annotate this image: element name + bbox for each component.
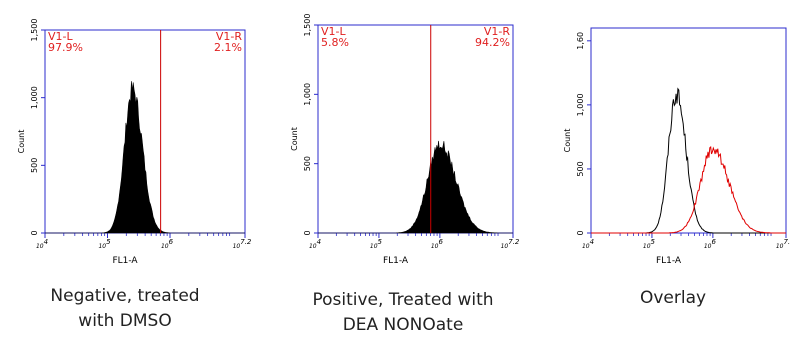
x-tick-label: 107.2 bbox=[233, 238, 252, 250]
gate-left-name: V1-L bbox=[321, 25, 346, 38]
panel-positive: 0 500 1,000 1,500 Count 104 105 106 107.2 FL1-A V1… bbox=[273, 0, 523, 337]
histogram-chart-overlay: 0 500 1,000 1,60 Count 104 105 106 107. FL1-A bbox=[563, 27, 790, 266]
x-tick-label: 104 bbox=[36, 238, 48, 250]
x-tick-label: 104 bbox=[582, 238, 594, 250]
y-tick-label: 0 bbox=[30, 230, 39, 235]
gate-left-name: V1-L bbox=[48, 30, 73, 43]
x-axis-label: FL1-A bbox=[656, 256, 682, 266]
plot-frame bbox=[590, 27, 787, 234]
y-axis-label: Count bbox=[290, 127, 299, 151]
caption-line-1: Negative, treated bbox=[50, 286, 200, 306]
x-tick-label: 107. bbox=[776, 238, 790, 250]
caption-line-2: DEA NONOate bbox=[342, 315, 464, 335]
histogram-series bbox=[318, 140, 513, 234]
y-tick-label: 500 bbox=[30, 158, 39, 173]
gate-right-name: V1-R bbox=[484, 25, 510, 38]
y-tick-label: 500 bbox=[576, 161, 585, 176]
y-tick-label: 1,000 bbox=[30, 86, 39, 109]
x-tick-label: 105 bbox=[643, 238, 656, 250]
y-axis-label: Count bbox=[563, 129, 572, 153]
caption-line-1: Positive, Treated with bbox=[312, 290, 494, 310]
y-tick-label: 0 bbox=[303, 230, 312, 235]
panel-overlay: 0 500 1,000 1,60 Count 104 105 106 107. FL1-A Ove… bbox=[546, 0, 796, 337]
caption-negative: Negative, treated with DMSO bbox=[0, 284, 250, 334]
histogram-chart-negative: 0 500 1,000 1,500 Count 104 105 106 107.2 FL1-A V1… bbox=[17, 19, 252, 266]
panel-negative: 0 500 1,000 1,500 Count 104 105 106 107.2 FL1-A V1… bbox=[0, 0, 252, 337]
histogram-series bbox=[591, 87, 786, 234]
caption-positive: Positive, Treated with DEA NONOate bbox=[278, 288, 528, 338]
plot-frame bbox=[317, 24, 514, 234]
caption-line-1: Overlay bbox=[639, 288, 707, 308]
histogram-chart-positive: 0 500 1,000 1,500 Count 104 105 106 107.2 FL1-A V1… bbox=[290, 14, 520, 266]
x-axis-label: FL1-A bbox=[383, 256, 409, 266]
caption-line-2: with DMSO bbox=[78, 311, 172, 331]
x-tick-label: 106 bbox=[161, 238, 174, 250]
y-tick-label: 1,000 bbox=[576, 93, 585, 116]
x-tick-label: 105 bbox=[98, 238, 111, 250]
histogram-series bbox=[45, 81, 245, 234]
x-tick-label: 106 bbox=[431, 238, 444, 250]
y-tick-label: 1,500 bbox=[303, 14, 312, 37]
caption-overlay: Overlay bbox=[548, 286, 796, 311]
x-tick-label: 105 bbox=[370, 238, 383, 250]
y-tick-label: 1,500 bbox=[30, 19, 39, 42]
y-tick-label: 1,60 bbox=[576, 32, 585, 50]
x-tick-label: 106 bbox=[704, 238, 717, 250]
x-axis-label: FL1-A bbox=[112, 256, 138, 266]
y-tick-label: 500 bbox=[303, 156, 312, 171]
gate-right-name: V1-R bbox=[216, 30, 242, 43]
x-tick-label: 107.2 bbox=[501, 238, 520, 250]
y-axis-label: Count bbox=[17, 130, 26, 154]
y-tick-label: 1,000 bbox=[303, 83, 312, 106]
gate-right-percent: 94.2% bbox=[475, 36, 510, 49]
gate-left-percent: 97.9% bbox=[48, 41, 83, 54]
gate-right-percent: 2.1% bbox=[214, 41, 242, 54]
y-tick-label: 0 bbox=[576, 230, 585, 235]
gate-left-percent: 5.8% bbox=[321, 36, 349, 49]
histogram-series bbox=[591, 146, 786, 234]
x-tick-label: 104 bbox=[309, 238, 321, 250]
